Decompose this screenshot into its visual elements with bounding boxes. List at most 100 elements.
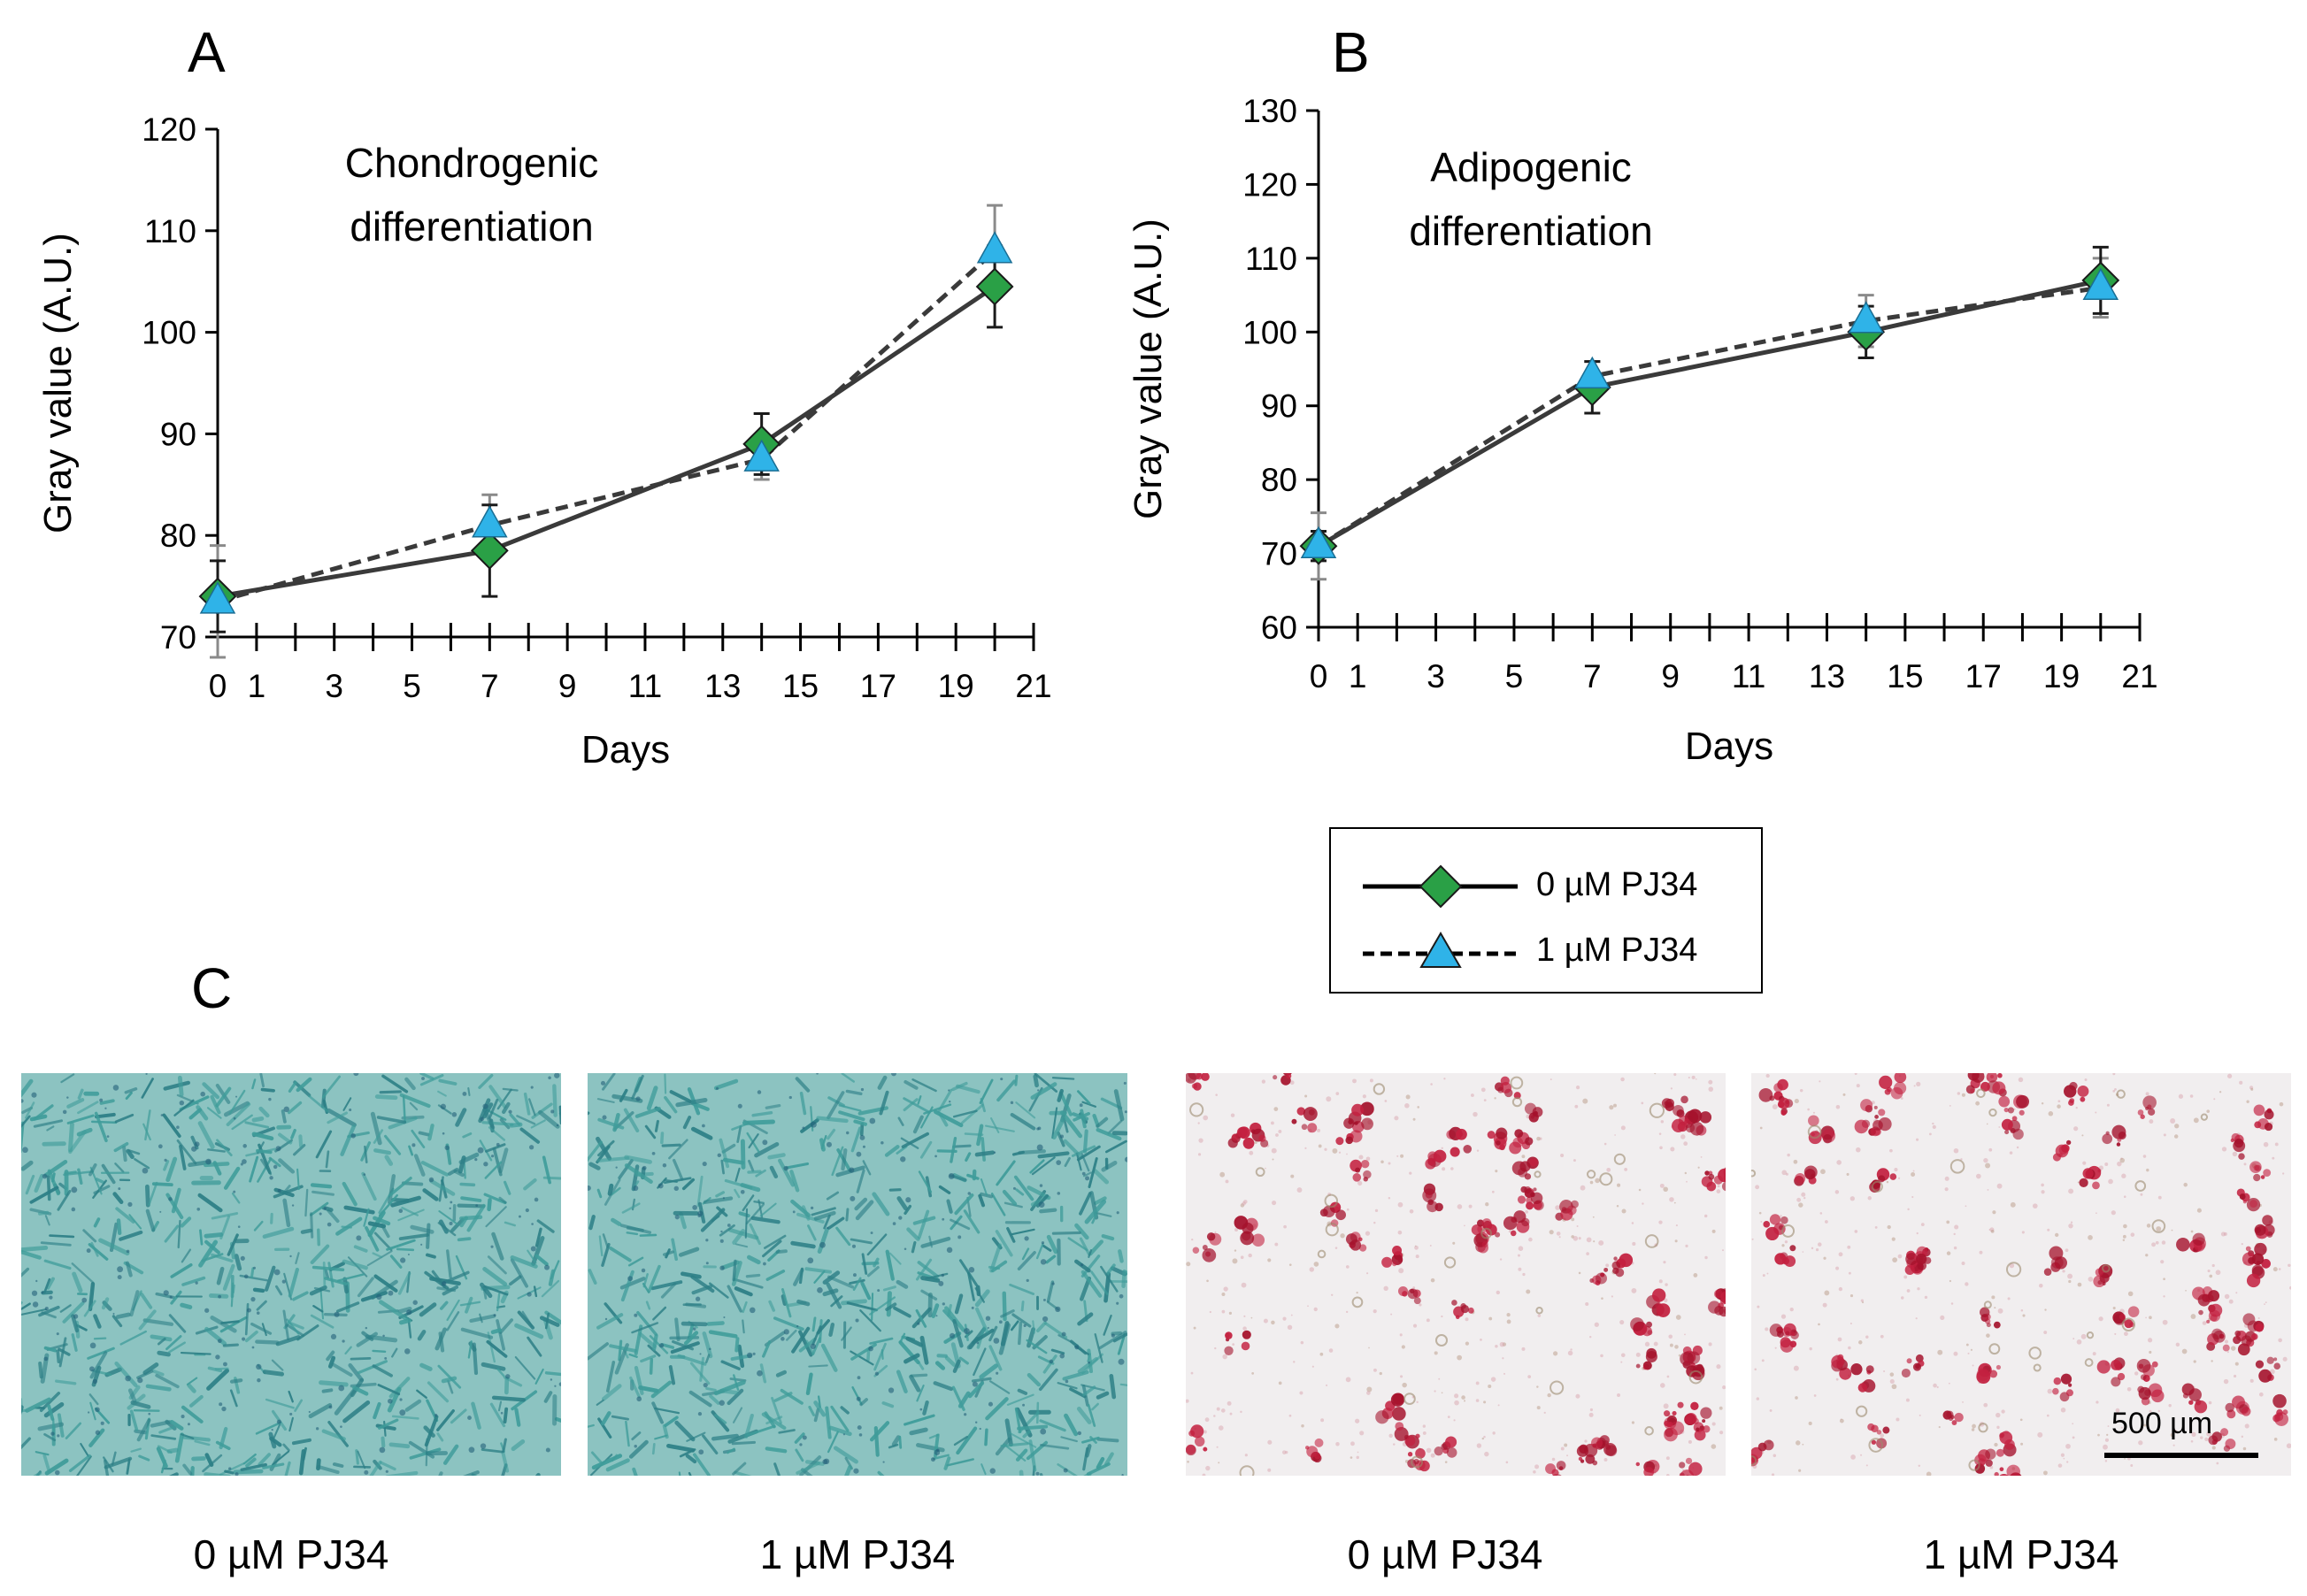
background-speck [1760,1220,1763,1223]
cell-stroke [1096,1128,1122,1141]
lipid-droplet [1999,1473,2009,1476]
cell-stroke [749,1223,762,1246]
background-speck [1619,1319,1625,1325]
cell-stroke [715,1191,726,1198]
cell-nucleus [316,1427,319,1431]
cell-stroke [446,1249,452,1279]
lipid-droplet [1811,1132,1815,1137]
background-speck [1528,1237,1533,1242]
cell-stroke [674,1420,696,1442]
cell-stroke [145,1184,150,1208]
lipid-droplet [2211,1431,2222,1442]
background-speck [2171,1229,2173,1232]
lipid-droplet [1357,1237,1363,1242]
cell-stroke [165,1156,178,1183]
background-speck [2163,1133,2166,1137]
cell-nucleus [475,1204,479,1207]
background-speck [2107,1425,2110,1427]
cell-stroke [373,1232,393,1251]
cell-nucleus [145,1073,148,1075]
x-tick-label: 17 [860,668,896,704]
cell-stroke [34,1173,44,1193]
debris-ring [1373,1083,1386,1095]
background-speck [1944,1187,1949,1192]
lipid-droplet [1521,1217,1530,1227]
cell-nucleus [385,1469,388,1473]
lipid-droplet [1530,1192,1535,1198]
cell-nucleus [289,1412,293,1416]
debris-ring [1978,1423,1988,1433]
cell-stroke [904,1079,919,1090]
background-speck [2263,1141,2269,1147]
cell-nucleus [972,1381,978,1387]
cell-stroke [360,1291,388,1302]
background-speck [2077,1181,2080,1184]
cell-stroke [381,1224,390,1239]
cell-stroke [984,1428,988,1446]
background-speck [1953,1147,1959,1154]
cell-stroke [57,1189,72,1211]
cell-stroke [498,1318,514,1334]
background-speck [1711,1444,1717,1449]
background-speck [1824,1220,1828,1224]
cell-stroke [975,1307,989,1333]
cell-stroke [827,1091,845,1120]
background-speck [1412,1286,1416,1289]
cell-stroke [734,1470,752,1476]
cell-stroke [133,1408,160,1412]
background-speck [1331,1293,1334,1296]
cell-stroke [859,1122,865,1137]
cell-stroke [798,1337,817,1353]
cell-stroke [310,1244,330,1265]
background-speck [1772,1104,1778,1110]
background-speck [1756,1397,1760,1400]
lipid-droplet [1526,1201,1534,1210]
background-speck [1932,1122,1934,1125]
background-speck [2224,1339,2229,1344]
cell-stroke [93,1217,101,1228]
cell-nucleus [137,1377,143,1384]
background-speck [1865,1335,1869,1339]
background-speck [2193,1360,2196,1363]
cell-stroke [1083,1472,1092,1476]
background-speck [2124,1458,2126,1460]
background-speck [1444,1461,1448,1463]
background-speck [1470,1093,1474,1097]
cell-stroke [58,1347,71,1356]
cell-stroke [436,1409,455,1431]
cell-stroke [186,1377,198,1385]
cell-stroke [665,1248,671,1259]
cell-nucleus [57,1434,60,1438]
background-speck [2114,1088,2117,1091]
cell-stroke [885,1249,895,1281]
background-speck [1793,1159,1798,1164]
cell-nucleus [1118,1358,1125,1365]
lipid-droplet [1780,1337,1791,1348]
lipid-droplet [2241,1407,2251,1416]
background-speck [2104,1162,2109,1166]
background-speck [1664,1298,1668,1302]
cell-nucleus [762,1139,768,1146]
cell-stroke [871,1293,874,1321]
background-speck [1905,1398,1910,1402]
lipid-droplet [2068,1383,2072,1387]
background-speck [1938,1425,1941,1429]
lipid-droplet [2053,1377,2062,1385]
cell-nucleus [104,1107,107,1109]
background-speck [1949,1105,1951,1107]
series-line-1um [1317,285,2102,549]
background-speck [2127,1291,2134,1297]
cell-stroke [773,1462,781,1476]
x-tick-label: 9 [1661,658,1680,694]
marker-triangle-1um [472,505,508,538]
background-speck [1766,1272,1769,1275]
cell-stroke [911,1240,917,1254]
cell-stroke [416,1389,427,1399]
cell-stroke [672,1339,694,1351]
cell-stroke [77,1101,99,1115]
cell-stroke [488,1098,499,1120]
cell-nucleus [490,1245,494,1248]
cell-nucleus [957,1235,962,1239]
background-speck [1508,1230,1511,1233]
cell-stroke [781,1294,788,1307]
